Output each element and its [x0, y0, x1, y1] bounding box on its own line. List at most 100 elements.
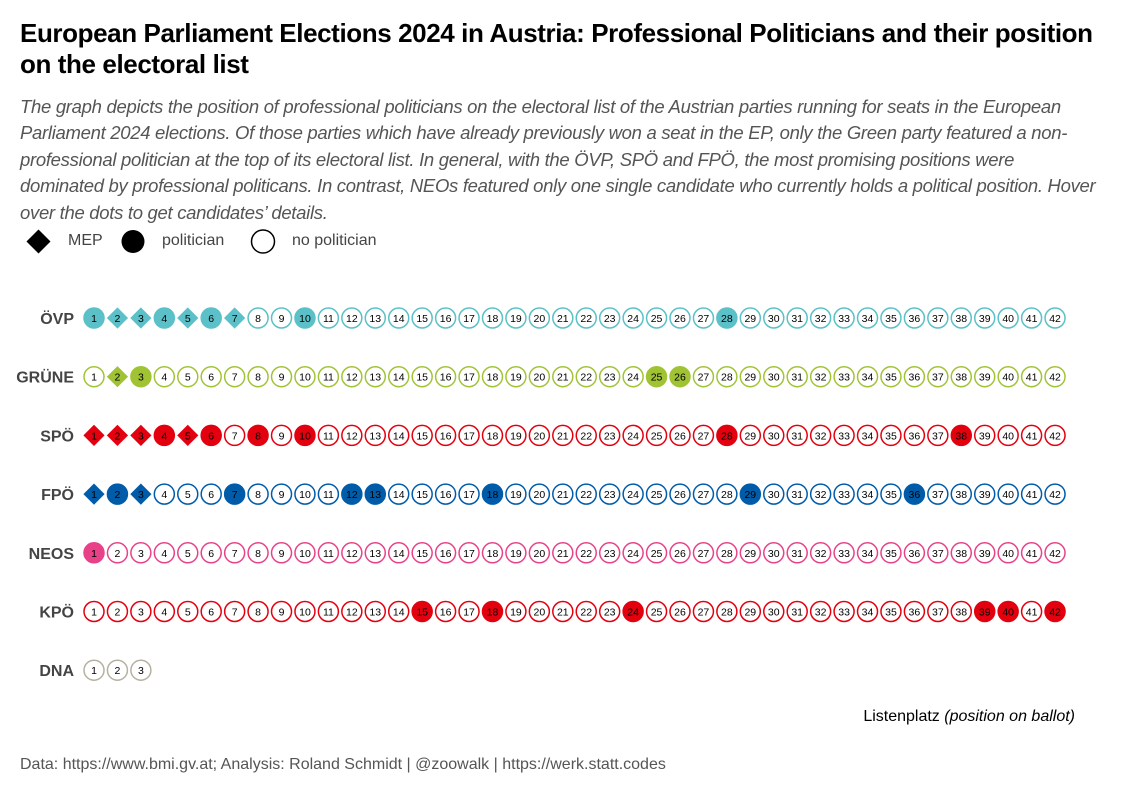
candidate-marker[interactable]	[739, 307, 762, 329]
candidate-marker[interactable]	[927, 365, 949, 388]
candidate-marker[interactable]	[763, 307, 785, 329]
candidate-marker[interactable]	[552, 600, 574, 623]
candidate-marker[interactable]	[411, 483, 433, 505]
candidate-marker[interactable]	[1020, 483, 1043, 505]
candidate-marker[interactable]	[997, 483, 1019, 505]
candidate-marker[interactable]	[552, 542, 574, 564]
candidate-marker[interactable]	[809, 542, 832, 564]
candidate-marker[interactable]	[833, 307, 855, 329]
candidate-marker[interactable]	[481, 307, 504, 329]
candidate-marker[interactable]	[856, 483, 879, 505]
candidate-marker[interactable]	[387, 424, 410, 447]
candidate-marker[interactable]	[575, 483, 597, 505]
candidate-marker[interactable]	[528, 600, 551, 623]
mep-marker[interactable]	[128, 423, 153, 448]
politician-marker[interactable]	[973, 600, 996, 623]
politician-marker[interactable]	[669, 365, 691, 388]
politician-marker[interactable]	[153, 424, 176, 447]
candidate-marker[interactable]	[927, 307, 949, 329]
candidate-marker[interactable]	[763, 542, 785, 564]
candidate-marker[interactable]	[622, 483, 644, 505]
candidate-marker[interactable]	[997, 424, 1019, 447]
candidate-marker[interactable]	[903, 307, 926, 329]
candidate-marker[interactable]	[833, 483, 855, 505]
candidate-marker[interactable]	[880, 424, 902, 447]
candidate-marker[interactable]	[575, 424, 597, 447]
candidate-marker[interactable]	[364, 307, 387, 329]
candidate-marker[interactable]	[341, 424, 363, 447]
candidate-marker[interactable]	[434, 307, 457, 329]
candidate-marker[interactable]	[622, 424, 644, 447]
candidate-marker[interactable]	[598, 307, 621, 329]
candidate-marker[interactable]	[83, 659, 105, 681]
candidate-marker[interactable]	[458, 600, 480, 623]
politician-marker[interactable]	[247, 424, 269, 447]
candidate-marker[interactable]	[153, 483, 176, 505]
candidate-marker[interactable]	[528, 424, 551, 447]
candidate-marker[interactable]	[106, 542, 129, 564]
candidate-marker[interactable]	[622, 365, 644, 388]
candidate-marker[interactable]	[294, 542, 316, 564]
candidate-marker[interactable]	[130, 542, 152, 564]
candidate-marker[interactable]	[950, 542, 973, 564]
candidate-marker[interactable]	[809, 600, 832, 623]
candidate-marker[interactable]	[645, 483, 668, 505]
candidate-marker[interactable]	[223, 542, 246, 564]
candidate-marker[interactable]	[1044, 307, 1066, 329]
candidate-marker[interactable]	[270, 307, 293, 329]
candidate-marker[interactable]	[669, 307, 691, 329]
candidate-marker[interactable]	[856, 307, 879, 329]
politician-marker[interactable]	[997, 600, 1019, 623]
candidate-marker[interactable]	[270, 542, 293, 564]
candidate-marker[interactable]	[153, 600, 176, 623]
politician-marker[interactable]	[200, 424, 222, 447]
candidate-marker[interactable]	[950, 483, 973, 505]
candidate-marker[interactable]	[763, 600, 785, 623]
candidate-marker[interactable]	[645, 600, 668, 623]
candidate-marker[interactable]	[833, 600, 855, 623]
candidate-marker[interactable]	[833, 424, 855, 447]
candidate-marker[interactable]	[645, 542, 668, 564]
politician-marker[interactable]	[1044, 600, 1066, 623]
candidate-marker[interactable]	[505, 365, 527, 388]
candidate-marker[interactable]	[458, 424, 480, 447]
mep-marker[interactable]	[105, 423, 130, 448]
candidate-marker[interactable]	[669, 424, 691, 447]
candidate-marker[interactable]	[411, 365, 433, 388]
candidate-marker[interactable]	[200, 483, 222, 505]
candidate-marker[interactable]	[505, 542, 527, 564]
candidate-marker[interactable]	[1020, 600, 1043, 623]
politician-marker[interactable]	[622, 600, 644, 623]
candidate-marker[interactable]	[880, 483, 902, 505]
candidate-marker[interactable]	[200, 542, 222, 564]
candidate-marker[interactable]	[786, 424, 808, 447]
candidate-marker[interactable]	[669, 483, 691, 505]
candidate-marker[interactable]	[598, 483, 621, 505]
candidate-marker[interactable]	[200, 365, 222, 388]
candidate-marker[interactable]	[223, 600, 246, 623]
politician-marker[interactable]	[645, 365, 668, 388]
candidate-marker[interactable]	[552, 307, 574, 329]
candidate-marker[interactable]	[481, 542, 504, 564]
candidate-marker[interactable]	[950, 600, 973, 623]
candidate-marker[interactable]	[692, 365, 715, 388]
candidate-marker[interactable]	[341, 365, 363, 388]
politician-marker[interactable]	[294, 424, 316, 447]
candidate-marker[interactable]	[739, 600, 762, 623]
candidate-marker[interactable]	[997, 307, 1019, 329]
candidate-marker[interactable]	[411, 424, 433, 447]
candidate-marker[interactable]	[903, 365, 926, 388]
candidate-marker[interactable]	[927, 424, 949, 447]
candidate-marker[interactable]	[739, 542, 762, 564]
candidate-marker[interactable]	[387, 542, 410, 564]
politician-marker[interactable]	[83, 542, 105, 564]
candidate-marker[interactable]	[552, 483, 574, 505]
candidate-marker[interactable]	[223, 424, 246, 447]
candidate-marker[interactable]	[458, 483, 480, 505]
candidate-marker[interactable]	[716, 542, 738, 564]
candidate-marker[interactable]	[716, 483, 738, 505]
candidate-marker[interactable]	[1020, 365, 1043, 388]
politician-marker[interactable]	[153, 307, 176, 329]
candidate-marker[interactable]	[598, 542, 621, 564]
mep-marker[interactable]	[105, 305, 130, 331]
